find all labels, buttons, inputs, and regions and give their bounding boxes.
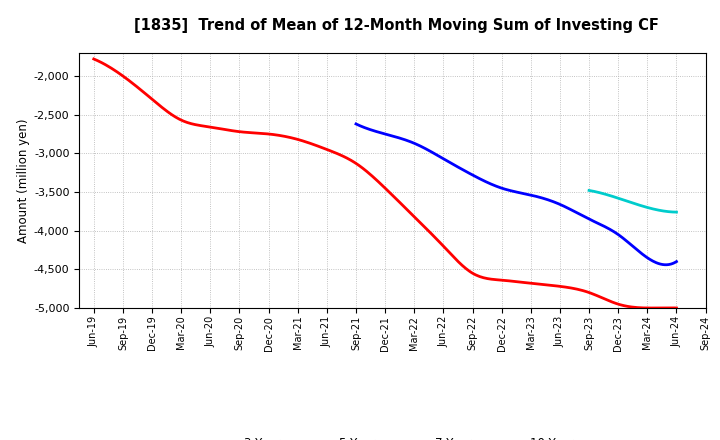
Y-axis label: Amount (million yen): Amount (million yen) xyxy=(17,118,30,242)
Legend: 3 Years, 5 Years, 7 Years, 10 Years: 3 Years, 5 Years, 7 Years, 10 Years xyxy=(200,433,585,440)
Text: [1835]  Trend of Mean of 12-Month Moving Sum of Investing CF: [1835] Trend of Mean of 12-Month Moving … xyxy=(134,18,658,33)
